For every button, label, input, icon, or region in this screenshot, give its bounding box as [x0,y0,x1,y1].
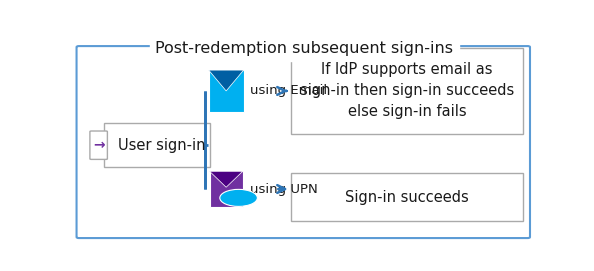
Text: using UPN: using UPN [250,183,318,195]
Text: User sign-in: User sign-in [118,138,206,153]
FancyBboxPatch shape [90,131,108,159]
Polygon shape [210,171,243,207]
Circle shape [220,189,257,207]
FancyBboxPatch shape [104,123,210,167]
Text: If IdP supports email as
sign-in then sign-in succeeds
else sign-in fails: If IdP supports email as sign-in then si… [300,62,514,120]
FancyBboxPatch shape [290,173,523,221]
Text: Post-redemption subsequent sign-ins: Post-redemption subsequent sign-ins [156,41,453,56]
Polygon shape [208,70,244,91]
FancyBboxPatch shape [290,48,523,134]
Text: Sign-in succeeds: Sign-in succeeds [345,190,469,205]
Text: using Email: using Email [250,85,327,98]
Text: →: → [93,138,105,152]
Polygon shape [208,70,244,112]
Polygon shape [210,171,243,187]
